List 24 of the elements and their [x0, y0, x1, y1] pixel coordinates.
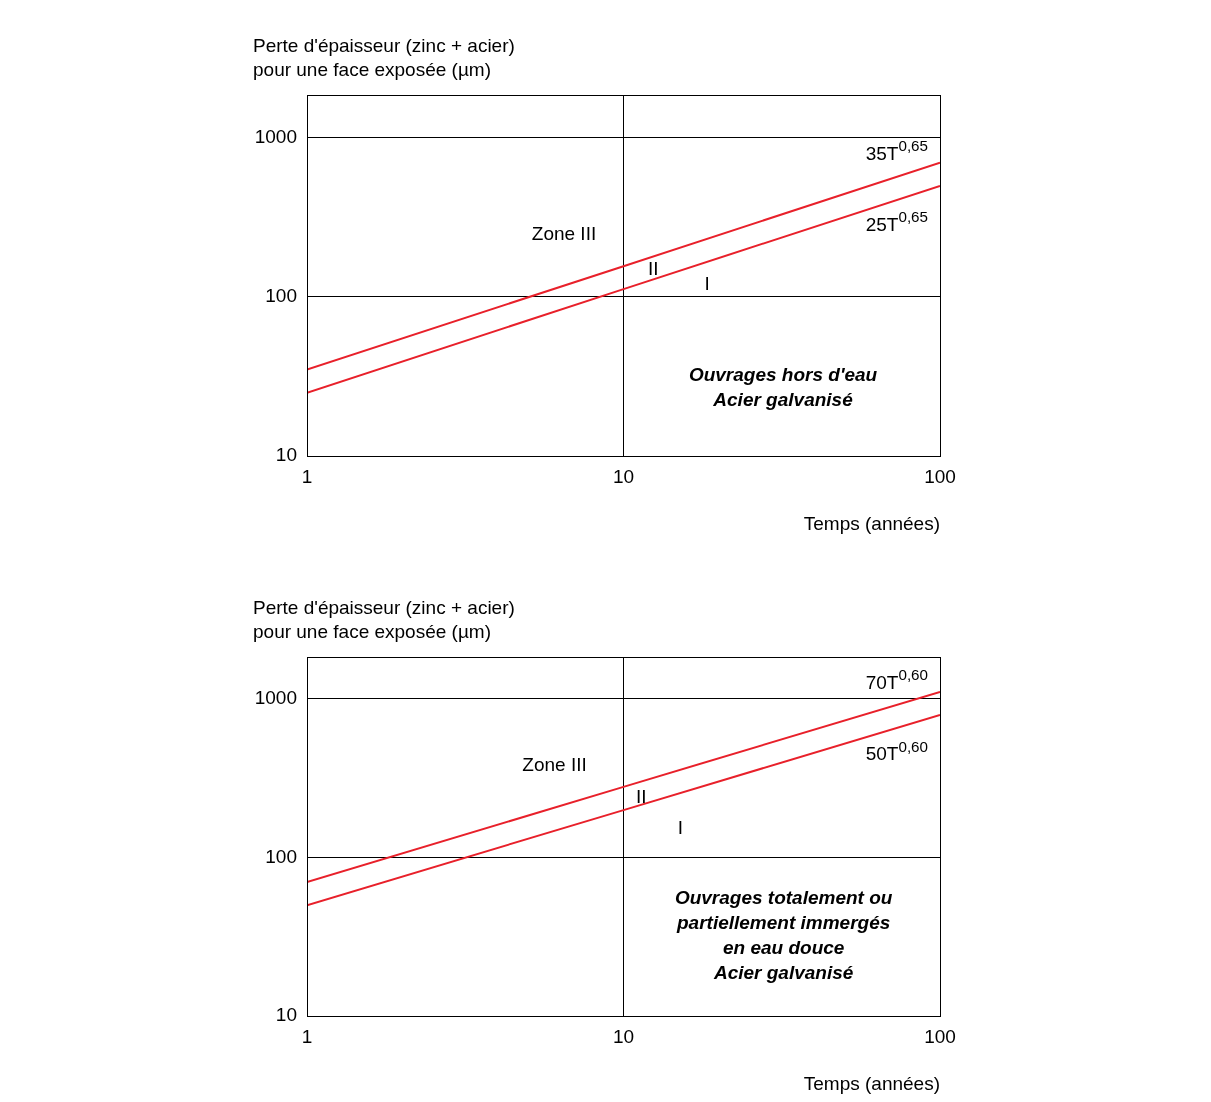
y-tick-label: 10 [275, 444, 297, 466]
x-tick-label: 1 [301, 1025, 313, 1047]
x-tick-label: 1 [301, 465, 313, 487]
y-tick-label: 1000 [254, 687, 297, 709]
annotation: II [647, 258, 659, 280]
annotation: Zone III [522, 754, 587, 776]
y-tick-label: 10 [275, 1004, 297, 1026]
x-tick-label: 100 [924, 465, 956, 487]
annotation: II [635, 785, 647, 807]
x-tick-label: 10 [612, 465, 635, 487]
x-tick-label: 10 [612, 1025, 635, 1047]
x-tick-label: 100 [924, 1025, 956, 1047]
y-tick-label: 100 [265, 845, 297, 867]
y-axis-title: Perte d'épaisseur (zinc + acier) pour une face exposée (µm) [253, 35, 515, 81]
x-axis-title: Temps (années) [803, 1072, 940, 1094]
annotation: Zone III [531, 223, 597, 245]
annotation: Ouvrages hors d'eau Acier galvanisé [688, 363, 878, 410]
y-tick-label: 100 [265, 285, 297, 307]
y-tick-label: 1000 [254, 126, 297, 148]
annotation: I [704, 273, 710, 295]
annotation: I [677, 816, 684, 838]
annotation: Ouvrages totalement ou partiellement immergés en eau douce Acier galvanisé [674, 887, 893, 984]
y-axis-title: Perte d'épaisseur (zinc + acier) pour une face exposée (µm) [253, 597, 515, 643]
x-axis-title: Temps (années) [803, 512, 940, 534]
